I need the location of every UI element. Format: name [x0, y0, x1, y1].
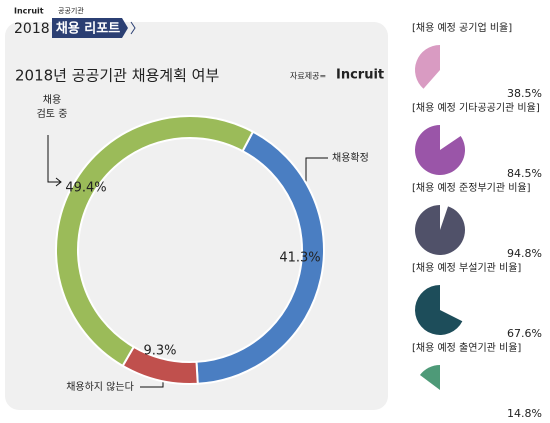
source-label: 자료제공=: [290, 72, 326, 81]
value-label: 49.4%: [65, 181, 106, 196]
value-label: 94.8%: [507, 247, 542, 260]
pie-title: [채용 예정 공기업 비율]: [412, 21, 512, 34]
header-title: 채용 리포트: [56, 21, 120, 37]
chart-title: 2018년 공공기관 채용계획 여부: [15, 67, 219, 85]
header-section: 공공기관: [58, 6, 84, 15]
value-label: 41.3%: [279, 251, 320, 266]
pie-slice: [415, 205, 465, 255]
pie-title: [채용 예정 출연기관 비율]: [412, 342, 521, 354]
source-brand: Incruit: [336, 68, 384, 83]
header-arrow: [130, 21, 136, 35]
header-year: 2018: [14, 21, 50, 37]
pie-slice: [415, 285, 463, 335]
header-brand: Incruit: [14, 7, 44, 16]
donut-segment: [55, 115, 255, 368]
value-label: 84.5%: [507, 167, 542, 180]
value-label: 14.8%: [507, 407, 542, 420]
category-label: 채용확정: [332, 152, 369, 164]
pie-title: [채용 예정 준정부기관 비율]: [412, 182, 531, 194]
pie-title: [채용 예정 부설기관 비율]: [412, 262, 521, 274]
value-label: 9.3%: [143, 344, 176, 359]
header-tab: [52, 18, 128, 38]
pie-slice: [415, 125, 466, 175]
pie-slice: [419, 365, 440, 390]
category-label: 채용하지 않는다: [66, 380, 134, 393]
pie-slice: [415, 45, 440, 89]
value-label: 67.6%: [507, 327, 542, 340]
pie-title: [채용 예정 기타공공기관 비율]: [412, 102, 540, 114]
category-label: 채용 검토 중: [37, 94, 68, 120]
value-label: 38.5%: [507, 87, 542, 100]
